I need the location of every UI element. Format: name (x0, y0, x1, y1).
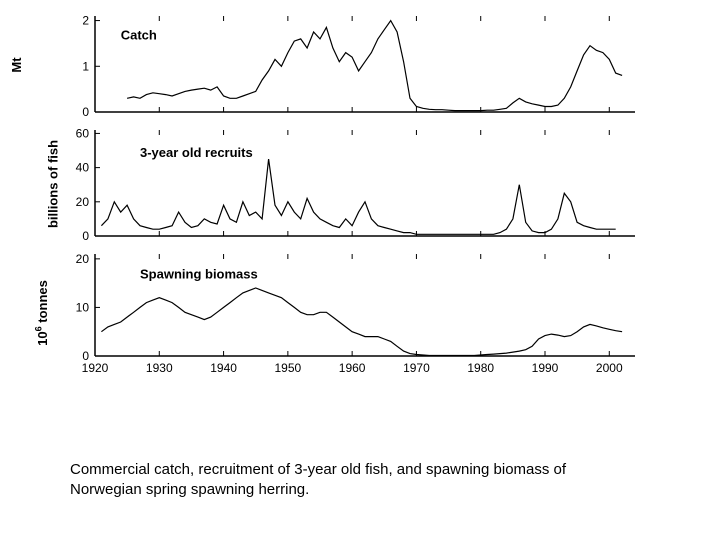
svg-text:60: 60 (76, 126, 90, 140)
svg-text:2000: 2000 (596, 361, 623, 375)
svg-text:1970: 1970 (403, 361, 430, 375)
svg-text:2: 2 (82, 14, 89, 28)
panel-title-catch: Catch (121, 27, 157, 42)
series-catch (127, 21, 622, 111)
svg-text:20: 20 (76, 252, 90, 266)
panel-title-ssb: Spawning biomass (140, 266, 258, 281)
svg-text:1940: 1940 (210, 361, 237, 375)
svg-text:1980: 1980 (467, 361, 494, 375)
svg-text:20: 20 (76, 195, 90, 209)
ylabel-catch: Mt (9, 57, 24, 72)
svg-text:0: 0 (82, 229, 89, 243)
figure-caption: Commercial catch, recruitment of 3-year … (70, 460, 630, 499)
svg-text:1: 1 (82, 59, 89, 73)
svg-text:1990: 1990 (532, 361, 559, 375)
svg-text:10: 10 (76, 300, 90, 314)
panel-title-recruits: 3-year old recruits (140, 145, 253, 160)
ylabel-recruits: billions of fish (46, 140, 61, 228)
chart-ssb: 0102019201930194019501960197019801990200… (55, 248, 645, 378)
series-ssb (101, 288, 622, 356)
panel-ssb: 106 tonnes010201920193019401950196019701… (55, 248, 655, 378)
svg-text:1920: 1920 (82, 361, 109, 375)
ylabel-ssb: 106 tonnes (34, 280, 50, 346)
chart-catch: 0 1 2 Catch (55, 10, 645, 120)
svg-text:1930: 1930 (146, 361, 173, 375)
panel-recruits: billions of fish02040603-year old recrui… (55, 124, 655, 244)
panel-catch: Mt012Catch (55, 10, 655, 120)
time-series-figure: Mt012Catchbillions of fish02040603-year … (55, 10, 655, 382)
chart-recruits: 0 20 40 60 3-year old recruits (55, 124, 645, 244)
svg-text:1950: 1950 (275, 361, 302, 375)
svg-text:40: 40 (76, 161, 90, 175)
svg-text:1960: 1960 (339, 361, 366, 375)
series-recruits (101, 159, 615, 234)
svg-text:0: 0 (82, 105, 89, 119)
